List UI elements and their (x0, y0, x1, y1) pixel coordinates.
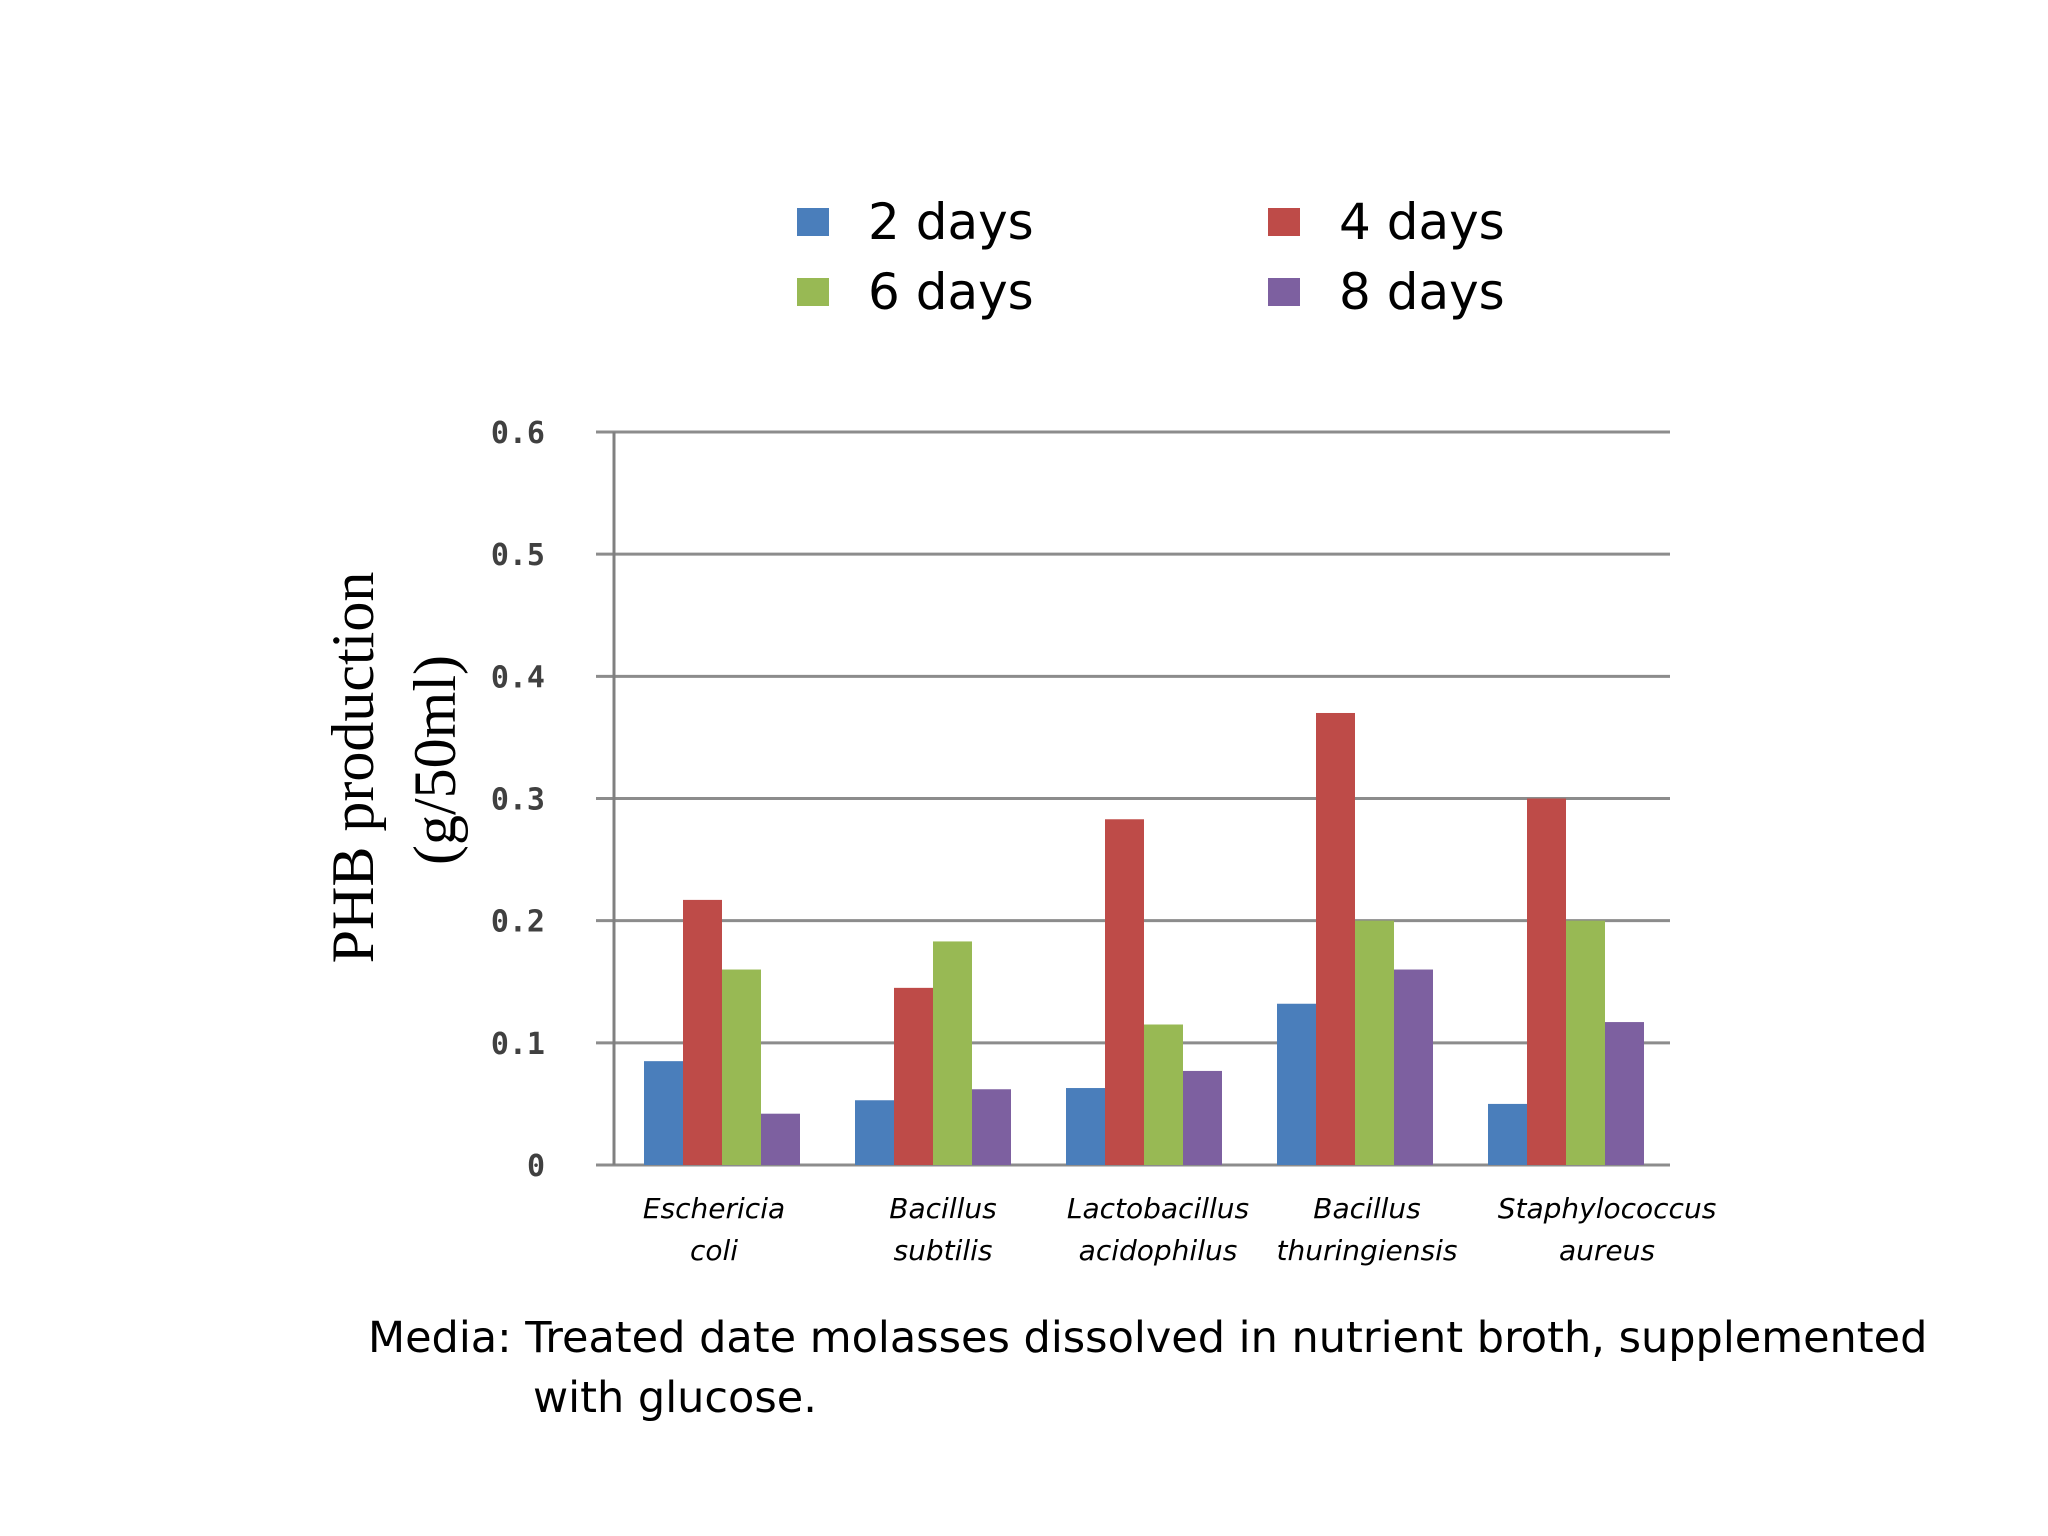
category-label-line: Staphylococcus (1498, 1192, 1717, 1225)
bar-4-days (894, 987, 933, 1165)
bar-6-days (1355, 920, 1394, 1165)
bar-2-days (855, 1100, 894, 1165)
category-label-line: coli (690, 1234, 738, 1267)
y-tick-label: 0.5 (491, 538, 545, 573)
y-tick-label: 0.4 (491, 660, 545, 695)
bar-2-days (1488, 1103, 1527, 1165)
category-label-line: Eschericia (643, 1192, 785, 1225)
bar-8-days (1605, 1022, 1644, 1165)
caption-line-2: with glucose. (533, 1373, 817, 1423)
bar-6-days (722, 969, 761, 1165)
category-label-line: subtilis (893, 1234, 992, 1267)
legend-label: 8 days (1339, 263, 1505, 321)
category-label-line: Bacillus (1313, 1192, 1420, 1225)
x-axis-categories: Eschericia coli Bacillus subtilis Lactobacil… (643, 1192, 1716, 1267)
legend: 2 days 4 days 6 days 8 days (797, 193, 1505, 321)
bar-6-days (933, 941, 972, 1165)
caption-line-1: Media: Treated date molasses dissolved i… (368, 1313, 1928, 1363)
y-tick-label: 0 (527, 1149, 545, 1184)
category-label: Bacillus subtilis (889, 1192, 996, 1267)
y-axis-ticks: 0.6 0.5 0.4 0.3 0.2 0.1 0 (491, 416, 545, 1184)
bar-2-days (644, 1061, 683, 1165)
y-tick-label: 0.1 (491, 1027, 545, 1062)
bar-4-days (1527, 798, 1566, 1165)
bar-4-days (1105, 819, 1144, 1165)
bar-8-days (1394, 969, 1433, 1165)
legend-swatch (1268, 208, 1300, 236)
y-tick-label: 0.6 (491, 416, 545, 451)
bar-8-days (761, 1113, 800, 1165)
category-label: Lactobacillus acidophilus (1067, 1192, 1249, 1267)
legend-swatch (797, 208, 829, 236)
category-label-line: thuringiensis (1277, 1234, 1458, 1267)
bar-6-days (1144, 1024, 1183, 1165)
bar-6-days (1566, 920, 1605, 1165)
y-axis-label-line-2: (g/50ml) (402, 655, 468, 865)
bar-8-days (972, 1089, 1011, 1165)
category-label: Bacillus thuringiensis (1277, 1192, 1458, 1267)
y-tick-label: 0.3 (491, 783, 545, 818)
legend-label: 6 days (868, 263, 1034, 321)
bar-2-days (1066, 1088, 1105, 1165)
media-caption: Media: Treated date molasses dissolved i… (368, 1308, 2008, 1428)
legend-swatch (797, 278, 829, 306)
legend-label: 4 days (1339, 193, 1505, 251)
category-label-line: aureus (1559, 1234, 1655, 1267)
bar-4-days (683, 899, 722, 1165)
legend-label: 2 days (868, 193, 1034, 251)
y-axis-label-line-1: PHB production (320, 572, 386, 964)
bar-2-days (1277, 1003, 1316, 1165)
bars (644, 712, 1644, 1165)
bar-8-days (1183, 1070, 1222, 1165)
y-axis-label: PHB production (g/50ml) (320, 557, 468, 964)
bar-4-days (1316, 712, 1355, 1165)
category-label-line: Bacillus (889, 1192, 996, 1225)
category-label-line: acidophilus (1079, 1234, 1238, 1267)
category-label: Eschericia coli (643, 1192, 785, 1267)
y-tick-label: 0.2 (491, 905, 545, 940)
legend-swatch (1268, 278, 1300, 306)
category-label: Staphylococcus aureus (1498, 1192, 1717, 1267)
category-label-line: Lactobacillus (1067, 1192, 1249, 1225)
